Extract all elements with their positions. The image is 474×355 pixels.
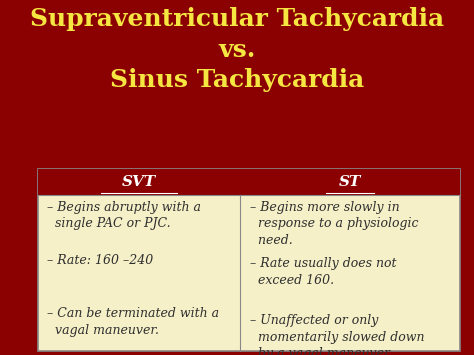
Text: SVT: SVT <box>122 175 156 189</box>
FancyBboxPatch shape <box>38 169 460 351</box>
Text: – Unaffected or only
  momentarily slowed down
  by a vagal maneuver: – Unaffected or only momentarily slowed … <box>250 314 424 355</box>
Text: – Can be terminated with a
  vagal maneuver.: – Can be terminated with a vagal maneuve… <box>47 307 219 337</box>
Text: – Rate: 160 –240: – Rate: 160 –240 <box>47 254 154 267</box>
Text: – Begins more slowly in
  response to a physiologic
  need.: – Begins more slowly in response to a ph… <box>250 201 419 247</box>
FancyBboxPatch shape <box>38 169 460 195</box>
Text: – Rate usually does not
  exceed 160.: – Rate usually does not exceed 160. <box>250 257 396 287</box>
Text: – Begins abruptly with a
  single PAC or PJC.: – Begins abruptly with a single PAC or P… <box>47 201 201 230</box>
Text: ST: ST <box>339 175 361 189</box>
Text: Supraventricular Tachycardia
vs.
Sinus Tachycardia: Supraventricular Tachycardia vs. Sinus T… <box>30 7 444 92</box>
